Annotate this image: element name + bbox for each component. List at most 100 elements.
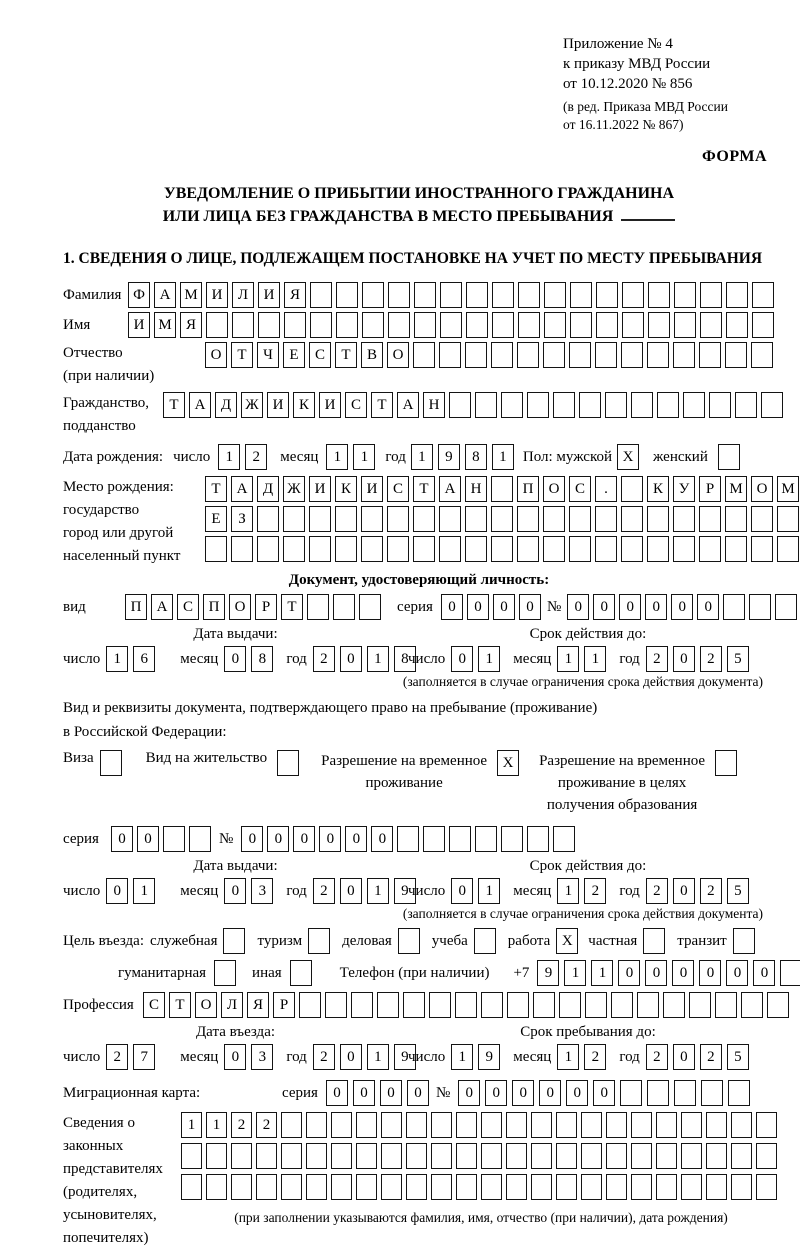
char-cell[interactable] <box>725 536 747 562</box>
char-cell[interactable] <box>569 536 591 562</box>
char-cell[interactable]: Т <box>231 342 253 368</box>
char-cell[interactable]: 9 <box>393 878 416 904</box>
char-cell[interactable] <box>283 506 305 532</box>
char-cell[interactable] <box>205 536 227 562</box>
char-cell[interactable] <box>595 536 617 562</box>
purpose-private-checkbox[interactable] <box>643 928 666 954</box>
char-cell[interactable] <box>307 594 329 620</box>
char-cell[interactable]: 0 <box>539 1080 562 1106</box>
char-cell[interactable] <box>475 826 498 852</box>
char-cell[interactable]: Ч <box>257 342 279 368</box>
char-cell[interactable]: О <box>229 594 251 620</box>
char-cell[interactable]: 2 <box>645 646 668 672</box>
char-cell[interactable] <box>335 506 357 532</box>
char-cell[interactable] <box>517 536 539 562</box>
char-cell[interactable]: А <box>231 476 253 502</box>
char-cell[interactable] <box>356 1143 377 1169</box>
char-cell[interactable]: Н <box>465 476 487 502</box>
char-cell[interactable]: 0 <box>645 594 668 620</box>
char-cell[interactable]: 0 <box>697 594 720 620</box>
char-cell[interactable] <box>501 392 523 418</box>
char-cell[interactable] <box>299 992 321 1018</box>
char-cell[interactable] <box>466 312 488 338</box>
char-cell[interactable] <box>518 282 540 308</box>
char-cell[interactable] <box>431 1174 452 1200</box>
char-cell[interactable]: Е <box>283 342 305 368</box>
char-cell[interactable]: Д <box>215 392 237 418</box>
char-cell[interactable] <box>543 506 565 532</box>
char-cell[interactable]: Т <box>169 992 191 1018</box>
char-cell[interactable] <box>232 312 254 338</box>
char-cell[interactable]: М <box>154 312 176 338</box>
char-cell[interactable]: Т <box>335 342 357 368</box>
char-cell[interactable]: Ф <box>128 282 150 308</box>
char-cell[interactable] <box>449 392 471 418</box>
char-cell[interactable] <box>595 506 617 532</box>
char-cell[interactable]: 8 <box>251 646 274 672</box>
char-cell[interactable]: А <box>154 282 176 308</box>
char-cell[interactable] <box>491 506 513 532</box>
char-cell[interactable]: С <box>345 392 367 418</box>
char-cell[interactable]: В <box>361 342 383 368</box>
char-cell[interactable]: Ж <box>283 476 305 502</box>
char-cell[interactable]: 1 <box>557 1044 580 1070</box>
char-cell[interactable]: Р <box>699 476 721 502</box>
char-cell[interactable] <box>631 392 653 418</box>
char-cell[interactable]: 0 <box>672 1044 695 1070</box>
char-cell[interactable]: 0 <box>671 594 694 620</box>
char-cell[interactable]: О <box>751 476 773 502</box>
char-cell[interactable] <box>531 1174 552 1200</box>
char-cell[interactable] <box>456 1143 477 1169</box>
char-cell[interactable] <box>726 312 748 338</box>
char-cell[interactable] <box>647 506 669 532</box>
char-cell[interactable] <box>606 1174 627 1200</box>
char-cell[interactable] <box>751 536 773 562</box>
char-cell[interactable] <box>413 536 435 562</box>
char-cell[interactable]: 0 <box>339 1044 362 1070</box>
char-cell[interactable]: 0 <box>451 878 474 904</box>
char-cell[interactable] <box>362 282 384 308</box>
char-cell[interactable] <box>569 506 591 532</box>
char-cell[interactable]: Е <box>205 506 227 532</box>
char-cell[interactable] <box>681 1143 702 1169</box>
char-cell[interactable] <box>656 1174 677 1200</box>
char-cell[interactable]: 0 <box>492 594 515 620</box>
char-cell[interactable]: И <box>361 476 383 502</box>
char-cell[interactable]: 2 <box>584 1044 607 1070</box>
char-cell[interactable] <box>439 506 461 532</box>
char-cell[interactable] <box>388 312 410 338</box>
char-cell[interactable] <box>284 312 306 338</box>
char-cell[interactable]: К <box>335 476 357 502</box>
purpose-other-checkbox[interactable] <box>289 960 312 986</box>
char-cell[interactable] <box>543 536 565 562</box>
char-cell[interactable]: 1 <box>451 1044 474 1070</box>
char-cell[interactable]: 0 <box>593 594 616 620</box>
char-cell[interactable] <box>647 536 669 562</box>
char-cell[interactable] <box>181 1143 202 1169</box>
char-cell[interactable] <box>439 342 461 368</box>
char-cell[interactable] <box>189 826 211 852</box>
char-cell[interactable] <box>431 1112 452 1138</box>
char-cell[interactable]: М <box>180 282 202 308</box>
char-cell[interactable] <box>752 312 774 338</box>
char-cell[interactable] <box>531 1143 552 1169</box>
char-cell[interactable] <box>752 282 774 308</box>
char-cell[interactable] <box>335 536 357 562</box>
temp-residence-education-checkbox[interactable] <box>715 750 738 776</box>
char-cell[interactable] <box>622 282 644 308</box>
char-cell[interactable]: 0 <box>645 960 668 986</box>
char-cell[interactable]: 0 <box>325 1080 348 1106</box>
char-cell[interactable] <box>673 342 695 368</box>
char-cell[interactable]: 0 <box>672 960 695 986</box>
char-cell[interactable] <box>701 1080 724 1106</box>
char-cell[interactable] <box>775 594 798 620</box>
char-cell[interactable] <box>581 1143 602 1169</box>
char-cell[interactable]: 7 <box>133 1044 156 1070</box>
char-cell[interactable] <box>397 826 420 852</box>
char-cell[interactable] <box>674 282 696 308</box>
char-cell[interactable]: 9 <box>437 444 460 470</box>
char-cell[interactable] <box>631 1143 652 1169</box>
char-cell[interactable] <box>163 826 185 852</box>
char-cell[interactable]: . <box>595 476 617 502</box>
char-cell[interactable] <box>501 826 524 852</box>
